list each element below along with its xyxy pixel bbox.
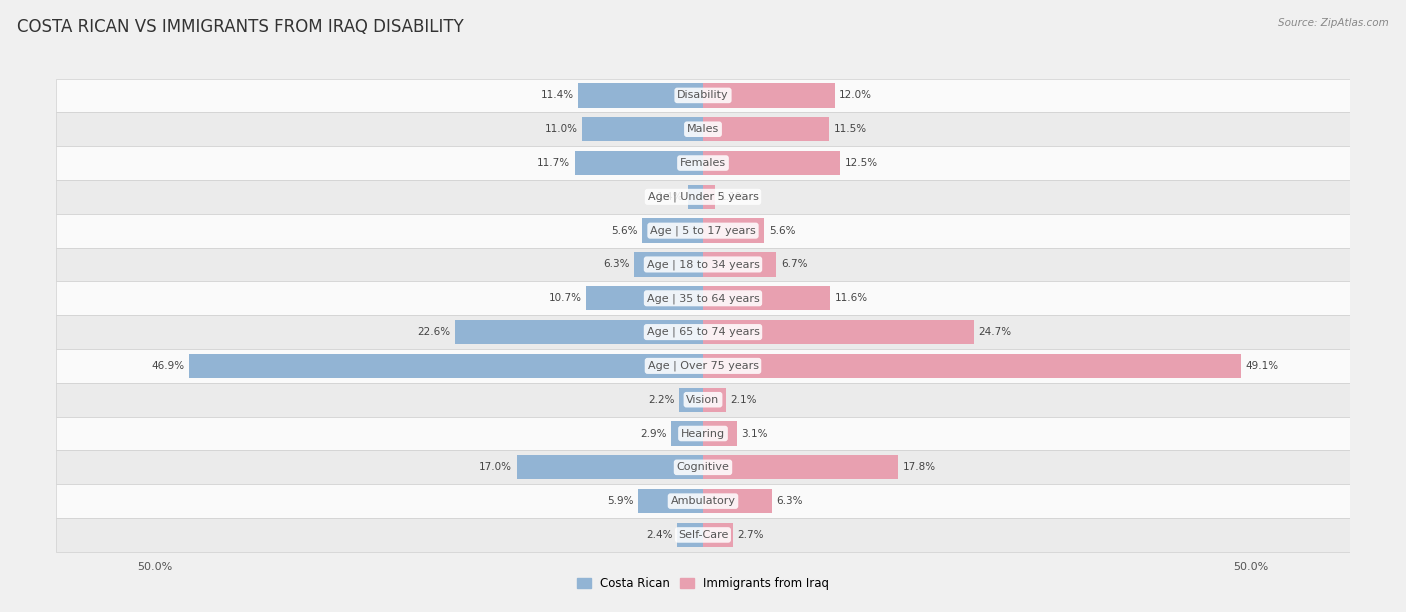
Bar: [638, 489, 703, 513]
Bar: [703, 117, 830, 141]
Text: Ambulatory: Ambulatory: [671, 496, 735, 506]
Bar: [56, 518, 1350, 552]
Text: 11.4%: 11.4%: [540, 91, 574, 100]
Bar: [676, 523, 703, 547]
Text: 5.6%: 5.6%: [769, 226, 796, 236]
Text: Age | Over 75 years: Age | Over 75 years: [648, 360, 758, 371]
Bar: [56, 146, 1350, 180]
Bar: [56, 349, 1350, 382]
Text: 17.8%: 17.8%: [903, 462, 935, 472]
Text: Source: ZipAtlas.com: Source: ZipAtlas.com: [1278, 18, 1389, 28]
Text: Hearing: Hearing: [681, 428, 725, 439]
Text: 17.0%: 17.0%: [479, 462, 512, 472]
Bar: [586, 286, 703, 310]
Text: 12.5%: 12.5%: [845, 158, 877, 168]
Text: Age | Under 5 years: Age | Under 5 years: [648, 192, 758, 202]
Bar: [188, 354, 703, 378]
Text: 6.7%: 6.7%: [780, 259, 807, 269]
Bar: [516, 455, 703, 479]
Text: Age | 65 to 74 years: Age | 65 to 74 years: [647, 327, 759, 337]
Bar: [703, 320, 974, 345]
Bar: [456, 320, 703, 345]
Text: 5.9%: 5.9%: [607, 496, 634, 506]
Text: Cognitive: Cognitive: [676, 462, 730, 472]
Text: 22.6%: 22.6%: [418, 327, 451, 337]
Text: Age | 18 to 34 years: Age | 18 to 34 years: [647, 259, 759, 270]
Text: 6.3%: 6.3%: [776, 496, 803, 506]
Text: 49.1%: 49.1%: [1246, 361, 1278, 371]
Bar: [56, 382, 1350, 417]
Text: 11.0%: 11.0%: [546, 124, 578, 134]
Text: 46.9%: 46.9%: [152, 361, 184, 371]
Legend: Costa Rican, Immigrants from Iraq: Costa Rican, Immigrants from Iraq: [572, 572, 834, 594]
Bar: [703, 83, 835, 108]
Bar: [582, 117, 703, 141]
Bar: [703, 185, 716, 209]
Text: 5.6%: 5.6%: [610, 226, 637, 236]
Bar: [703, 151, 839, 175]
Text: 2.7%: 2.7%: [737, 530, 763, 540]
Bar: [703, 421, 737, 446]
Text: Self-Care: Self-Care: [678, 530, 728, 540]
Text: 12.0%: 12.0%: [839, 91, 872, 100]
Bar: [703, 455, 898, 479]
Bar: [703, 354, 1241, 378]
Text: Vision: Vision: [686, 395, 720, 405]
Bar: [578, 83, 703, 108]
Bar: [56, 417, 1350, 450]
Bar: [56, 214, 1350, 248]
Text: 6.3%: 6.3%: [603, 259, 630, 269]
Bar: [56, 248, 1350, 282]
Bar: [703, 252, 776, 277]
Text: 2.2%: 2.2%: [648, 395, 675, 405]
Text: 11.5%: 11.5%: [834, 124, 866, 134]
Bar: [56, 180, 1350, 214]
Bar: [703, 286, 830, 310]
Text: 24.7%: 24.7%: [979, 327, 1011, 337]
Bar: [679, 387, 703, 412]
Text: 3.1%: 3.1%: [741, 428, 768, 439]
Bar: [56, 78, 1350, 113]
Bar: [688, 185, 703, 209]
Bar: [634, 252, 703, 277]
Bar: [56, 450, 1350, 484]
Text: 2.1%: 2.1%: [730, 395, 756, 405]
Bar: [56, 484, 1350, 518]
Bar: [703, 489, 772, 513]
Bar: [641, 218, 703, 243]
Text: Disability: Disability: [678, 91, 728, 100]
Text: 2.4%: 2.4%: [645, 530, 672, 540]
Text: Age | 5 to 17 years: Age | 5 to 17 years: [650, 225, 756, 236]
Text: 10.7%: 10.7%: [548, 293, 581, 304]
Bar: [703, 218, 765, 243]
Text: 11.7%: 11.7%: [537, 158, 571, 168]
Text: Males: Males: [688, 124, 718, 134]
Text: COSTA RICAN VS IMMIGRANTS FROM IRAQ DISABILITY: COSTA RICAN VS IMMIGRANTS FROM IRAQ DISA…: [17, 18, 464, 36]
Bar: [56, 315, 1350, 349]
Bar: [56, 113, 1350, 146]
Text: 1.4%: 1.4%: [657, 192, 683, 202]
Text: 2.9%: 2.9%: [640, 428, 666, 439]
Bar: [703, 387, 725, 412]
Bar: [703, 523, 733, 547]
Bar: [575, 151, 703, 175]
Text: 11.6%: 11.6%: [835, 293, 868, 304]
Text: 1.1%: 1.1%: [720, 192, 747, 202]
Bar: [56, 282, 1350, 315]
Bar: [671, 421, 703, 446]
Text: Females: Females: [681, 158, 725, 168]
Text: Age | 35 to 64 years: Age | 35 to 64 years: [647, 293, 759, 304]
